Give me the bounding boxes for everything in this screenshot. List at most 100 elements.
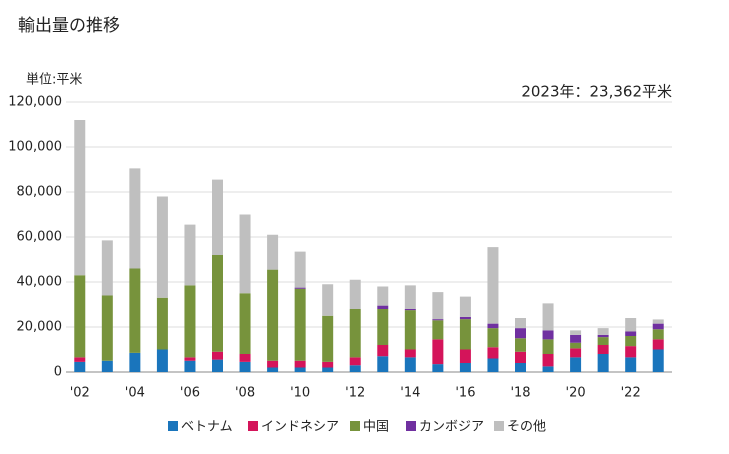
annotation: 2023年：23,362平米 <box>521 83 672 101</box>
bar-segment <box>597 328 609 335</box>
bar-segment <box>129 168 141 269</box>
bar-segment <box>212 359 223 372</box>
legend-label: その他 <box>507 420 546 435</box>
bar-segment <box>432 320 444 340</box>
bar-segment <box>74 357 86 362</box>
x-tick-label: '22 <box>621 386 641 401</box>
legend-swatch <box>406 421 416 431</box>
bar-segment <box>404 310 416 350</box>
bar-segment <box>239 293 251 354</box>
bar-segment <box>652 339 664 350</box>
bar-segment <box>487 347 499 359</box>
bar-segment <box>432 364 444 372</box>
x-tick-label: '12 <box>345 386 365 401</box>
bar-segment <box>404 349 416 358</box>
bar-segment <box>542 330 554 340</box>
bar-segment <box>542 339 554 354</box>
bar-segment <box>184 224 196 286</box>
bar-segment <box>459 296 471 317</box>
bar-segment <box>101 295 113 361</box>
bar-segment <box>129 352 141 372</box>
bar-segment <box>597 337 609 345</box>
bar-segment <box>432 292 444 320</box>
bar-segment <box>349 309 361 358</box>
bar-segment <box>515 363 526 372</box>
bar-segment <box>349 357 361 366</box>
bar-segment <box>74 275 86 358</box>
x-tick-label: '18 <box>510 386 530 401</box>
bar-segment <box>570 342 582 349</box>
legend-swatch <box>168 421 178 431</box>
bar-segment <box>129 268 141 353</box>
x-tick-label: '04 <box>125 386 145 401</box>
bar-segment <box>184 360 196 372</box>
bar-segment <box>625 318 637 332</box>
legend-label: ベトナム <box>181 420 233 435</box>
bar-segment <box>542 354 554 367</box>
unit-label: 単位:平米 <box>26 72 82 88</box>
bar-segment <box>212 351 223 360</box>
bar-segment <box>625 357 637 372</box>
y-tick-label: 100,000 <box>8 140 62 155</box>
x-tick-label: '08 <box>235 386 255 401</box>
bar-segment <box>377 305 389 309</box>
y-tick-label: 120,000 <box>8 95 62 110</box>
bar-segment <box>322 367 334 372</box>
bar-segment <box>294 367 306 372</box>
bar-segment <box>515 318 526 329</box>
y-tick-label: 60,000 <box>17 230 63 245</box>
bar-segment <box>404 357 416 372</box>
bar-segment <box>156 349 168 372</box>
bar-segment <box>487 358 499 372</box>
chart-title: 輸出量の推移 <box>18 16 120 36</box>
bar-segment <box>459 319 471 350</box>
bar-segment <box>459 316 471 320</box>
bar-segment <box>404 285 416 309</box>
bar-segment <box>184 357 196 361</box>
bar-segment <box>322 284 334 316</box>
bar-segment <box>515 351 526 363</box>
bar-segment <box>349 279 361 309</box>
bar-segment <box>652 329 664 340</box>
bar-segment <box>267 234 279 270</box>
bar-segment <box>101 240 113 296</box>
bar-segment <box>432 339 444 365</box>
bar-segment <box>459 349 471 363</box>
bar-segment <box>184 285 196 358</box>
bar-segment <box>432 319 444 321</box>
y-tick-label: 20,000 <box>17 320 63 335</box>
bar-segment <box>542 366 554 372</box>
bar-segment <box>212 255 223 352</box>
bar-segment <box>570 330 582 335</box>
x-tick-label: '02 <box>70 386 90 401</box>
bar-segment <box>377 345 389 357</box>
bar-segment <box>349 365 361 372</box>
bar-segment <box>294 287 306 289</box>
bar-segment <box>267 269 279 361</box>
bar-segment <box>377 286 389 306</box>
x-tick-label: '20 <box>566 386 586 401</box>
bar-segment <box>597 334 609 338</box>
bar-segment <box>156 297 168 350</box>
bar-segment <box>487 247 499 324</box>
bar-segment <box>652 319 664 324</box>
bar-segment <box>597 345 609 354</box>
bar-segment <box>74 361 86 372</box>
bar-segment <box>267 360 279 368</box>
bar-segment <box>377 309 389 345</box>
bar-segment <box>570 348 582 358</box>
bar-segment <box>267 367 279 372</box>
legend-label: 中国 <box>363 420 389 435</box>
bar-segment <box>570 334 582 343</box>
bar-segment <box>597 354 609 372</box>
bar-segment <box>322 315 334 362</box>
bar-segment <box>625 336 637 347</box>
bar-segment <box>239 354 251 362</box>
bar-segment <box>294 288 306 361</box>
y-tick-label: 40,000 <box>17 275 63 290</box>
y-tick-label: 80,000 <box>17 185 63 200</box>
x-tick-label: '14 <box>400 386 420 401</box>
bar-segment <box>487 323 499 329</box>
bar-segment <box>156 196 168 298</box>
bar-segment <box>652 323 664 330</box>
